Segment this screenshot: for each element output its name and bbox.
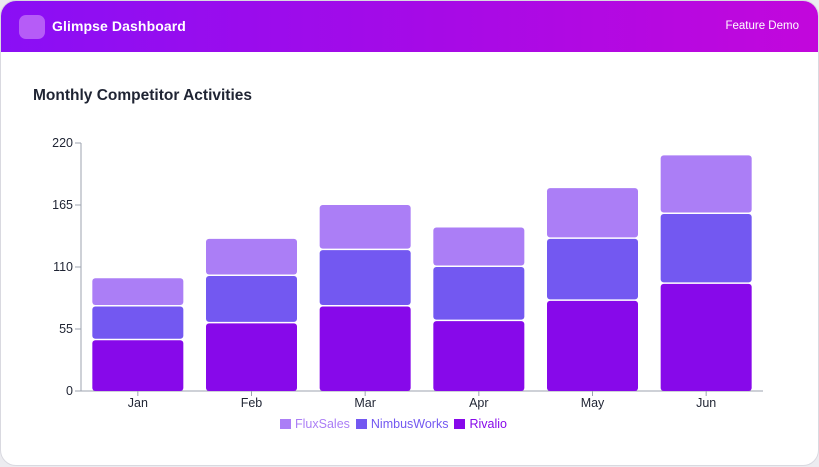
app-logo-icon bbox=[19, 15, 45, 39]
app-title: Glimpse Dashboard bbox=[52, 18, 186, 34]
y-tick-label: 110 bbox=[53, 260, 73, 274]
y-tick-label: 165 bbox=[52, 198, 73, 212]
y-tick-label: 55 bbox=[59, 322, 73, 336]
bar-fluxsales-mar[interactable] bbox=[319, 205, 411, 249]
bar-fluxsales-may[interactable] bbox=[547, 188, 638, 238]
x-tick-label: Mar bbox=[354, 396, 376, 410]
bar-nimbusworks-feb[interactable] bbox=[206, 276, 297, 322]
y-tick-label: 220 bbox=[52, 136, 73, 150]
bar-rivalio-may[interactable] bbox=[547, 300, 638, 391]
top-bar: Glimpse Dashboard Feature Demo bbox=[1, 1, 818, 52]
bar-nimbusworks-mar[interactable] bbox=[319, 250, 411, 305]
legend-label: Rivalio bbox=[469, 417, 507, 431]
chart-title: Monthly Competitor Activities bbox=[33, 87, 253, 104]
bar-rivalio-feb[interactable] bbox=[206, 323, 297, 391]
bar-nimbusworks-may[interactable] bbox=[547, 238, 638, 300]
bar-nimbusworks-jan[interactable] bbox=[92, 306, 184, 339]
bar-fluxsales-jan[interactable] bbox=[92, 278, 184, 305]
x-tick-label: May bbox=[581, 396, 605, 410]
bar-rivalio-mar[interactable] bbox=[319, 306, 411, 391]
x-tick-label: Jan bbox=[128, 396, 148, 410]
bar-nimbusworks-jun[interactable] bbox=[660, 214, 752, 283]
legend-label: FluxSales bbox=[295, 417, 350, 431]
bar-nimbusworks-apr[interactable] bbox=[433, 267, 525, 320]
legend-swatch bbox=[454, 419, 466, 429]
bar-fluxsales-jun[interactable] bbox=[660, 155, 752, 213]
bar-rivalio-jun[interactable] bbox=[660, 283, 752, 391]
bar-rivalio-apr[interactable] bbox=[433, 321, 525, 391]
legend-swatch bbox=[355, 419, 367, 429]
x-tick-label: Feb bbox=[241, 396, 263, 410]
bar-fluxsales-feb[interactable] bbox=[206, 238, 297, 275]
x-tick-label: Apr bbox=[469, 396, 488, 410]
legend-item-nimbusworks[interactable]: NimbusWorks bbox=[355, 417, 449, 431]
y-tick-label: 0 bbox=[66, 384, 73, 398]
legend-label: NimbusWorks bbox=[370, 417, 449, 431]
legend-swatch bbox=[280, 419, 292, 429]
bar-rivalio-jan[interactable] bbox=[92, 340, 184, 391]
bar-fluxsales-apr[interactable] bbox=[433, 227, 525, 266]
chart-legend: FluxSales NimbusWorks Rivalio bbox=[1, 417, 786, 431]
x-tick-label: Jun bbox=[696, 396, 716, 410]
legend-item-fluxsales[interactable]: FluxSales bbox=[280, 417, 350, 431]
legend-item-rivalio[interactable]: Rivalio bbox=[454, 417, 507, 431]
feature-demo-link[interactable]: Feature Demo bbox=[725, 20, 799, 32]
